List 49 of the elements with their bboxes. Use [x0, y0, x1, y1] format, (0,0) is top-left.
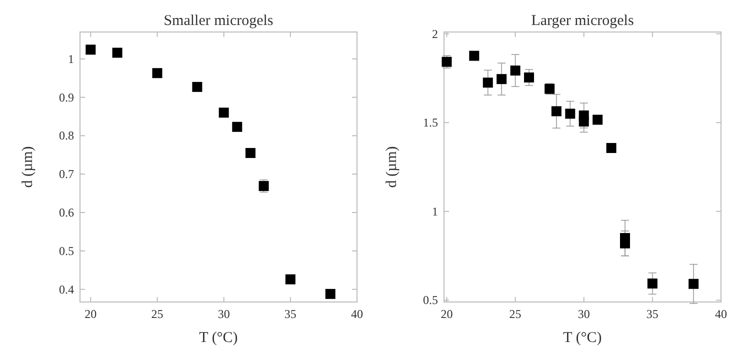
y-tick-label: 0.4	[59, 282, 74, 296]
chart-title: Smaller microgels	[164, 13, 274, 29]
point	[565, 108, 576, 119]
point	[578, 116, 589, 127]
point	[606, 142, 616, 153]
x-tick-label: 35	[284, 307, 296, 321]
point	[232, 122, 242, 132]
point	[524, 72, 534, 82]
point	[192, 82, 202, 92]
chart-title: Larger microgels	[531, 13, 634, 29]
point	[86, 44, 96, 55]
y-tick-label: 0.7	[59, 167, 74, 182]
y-tick-label: 0.8	[59, 128, 74, 143]
y-tick-label: 1	[432, 204, 438, 218]
point	[245, 148, 256, 158]
x-tick-label: 35	[646, 307, 658, 321]
point	[112, 48, 122, 58]
point	[152, 68, 162, 78]
point	[688, 278, 699, 289]
point	[551, 106, 562, 116]
y-tick-label: 1	[68, 52, 74, 66]
y-tick-label: 1.5	[423, 116, 438, 130]
x-axis-title: T (°C)	[563, 330, 602, 346]
point	[325, 288, 336, 299]
x-tick-label: 25	[151, 307, 164, 321]
point	[442, 56, 452, 67]
y-tick-label: 0.6	[59, 206, 74, 220]
point	[285, 274, 296, 284]
point	[510, 66, 520, 76]
x-tick-label: 30	[578, 307, 590, 321]
point	[482, 78, 493, 88]
x-tick-label: 20	[84, 307, 97, 321]
y-axis-title: d (µm)	[384, 146, 400, 188]
point	[592, 114, 603, 125]
x-tick-label: 40	[351, 307, 363, 321]
y-tick-label: 0.5	[423, 293, 438, 308]
y-axis-title: d (µm)	[20, 146, 36, 188]
point	[647, 278, 658, 289]
x-axis-title: T (°C)	[199, 330, 238, 346]
y-tick-label: 0.9	[59, 90, 74, 104]
y-tick-label: 0.5	[59, 244, 74, 258]
point	[469, 50, 480, 61]
point	[218, 108, 229, 118]
y-tick-label: 2	[432, 26, 438, 41]
x-tick-label: 20	[440, 307, 453, 321]
x-tick-label: 40	[715, 307, 727, 321]
x-tick-label: 30	[218, 307, 230, 321]
point	[496, 74, 507, 84]
x-tick-label: 25	[509, 307, 522, 321]
